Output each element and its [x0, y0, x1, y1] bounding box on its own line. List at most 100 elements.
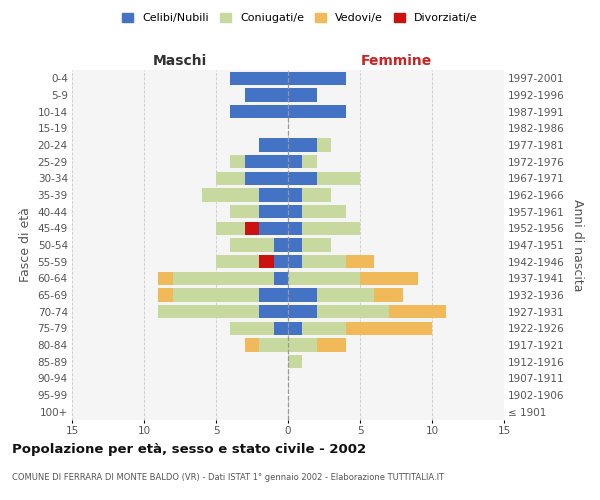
- Bar: [259, 305, 288, 318]
- Bar: [173, 288, 288, 302]
- Bar: [288, 222, 360, 235]
- Bar: [288, 322, 432, 335]
- Text: COMUNE DI FERRARA DI MONTE BALDO (VR) - Dati ISTAT 1° gennaio 2002 - Elaborazion: COMUNE DI FERRARA DI MONTE BALDO (VR) - …: [12, 472, 444, 482]
- Bar: [288, 138, 331, 151]
- Bar: [288, 72, 346, 85]
- Bar: [288, 255, 374, 268]
- Bar: [230, 72, 288, 85]
- Bar: [173, 272, 288, 285]
- Bar: [259, 288, 288, 302]
- Bar: [288, 105, 346, 118]
- Bar: [288, 322, 346, 335]
- Bar: [274, 238, 288, 252]
- Bar: [288, 305, 389, 318]
- Bar: [288, 238, 331, 252]
- Bar: [288, 222, 302, 235]
- Bar: [230, 322, 288, 335]
- Bar: [216, 222, 288, 235]
- Y-axis label: Anni di nascita: Anni di nascita: [571, 198, 584, 291]
- Bar: [245, 88, 288, 102]
- Bar: [288, 338, 317, 351]
- Bar: [230, 238, 288, 252]
- Bar: [288, 155, 317, 168]
- Bar: [245, 155, 288, 168]
- Bar: [288, 255, 346, 268]
- Bar: [230, 238, 288, 252]
- Bar: [230, 205, 288, 218]
- Bar: [230, 72, 288, 85]
- Bar: [202, 188, 288, 202]
- Bar: [288, 88, 317, 102]
- Bar: [288, 305, 446, 318]
- Bar: [259, 338, 288, 351]
- Bar: [259, 138, 288, 151]
- Bar: [288, 355, 302, 368]
- Bar: [288, 238, 331, 252]
- Bar: [274, 322, 288, 335]
- Bar: [288, 155, 302, 168]
- Bar: [158, 288, 288, 302]
- Bar: [245, 172, 288, 185]
- Bar: [288, 155, 317, 168]
- Bar: [288, 205, 346, 218]
- Bar: [288, 338, 346, 351]
- Bar: [288, 222, 360, 235]
- Bar: [158, 272, 288, 285]
- Text: Maschi: Maschi: [153, 54, 207, 68]
- Bar: [288, 288, 403, 302]
- Bar: [288, 172, 360, 185]
- Bar: [288, 105, 346, 118]
- Bar: [259, 188, 288, 202]
- Y-axis label: Fasce di età: Fasce di età: [19, 208, 32, 282]
- Bar: [259, 205, 288, 218]
- Bar: [216, 255, 288, 268]
- Bar: [288, 238, 302, 252]
- Bar: [288, 88, 317, 102]
- Bar: [288, 188, 331, 202]
- Text: Femmine: Femmine: [361, 54, 431, 68]
- Bar: [288, 205, 302, 218]
- Bar: [202, 188, 288, 202]
- Bar: [259, 255, 274, 268]
- Bar: [288, 72, 346, 85]
- Bar: [274, 255, 288, 268]
- Bar: [288, 72, 346, 85]
- Bar: [288, 172, 360, 185]
- Bar: [288, 288, 317, 302]
- Bar: [259, 138, 288, 151]
- Bar: [288, 305, 317, 318]
- Bar: [245, 88, 288, 102]
- Bar: [230, 155, 288, 168]
- Bar: [288, 105, 346, 118]
- Bar: [288, 188, 331, 202]
- Bar: [216, 172, 288, 185]
- Bar: [288, 272, 418, 285]
- Bar: [288, 272, 360, 285]
- Bar: [288, 88, 317, 102]
- Bar: [158, 305, 288, 318]
- Bar: [288, 172, 317, 185]
- Bar: [288, 255, 302, 268]
- Bar: [216, 222, 288, 235]
- Bar: [245, 222, 259, 235]
- Bar: [230, 155, 288, 168]
- Bar: [259, 222, 288, 235]
- Bar: [230, 205, 288, 218]
- Legend: Celibi/Nubili, Coniugati/e, Vedovi/e, Divorziati/e: Celibi/Nubili, Coniugati/e, Vedovi/e, Di…: [118, 8, 482, 28]
- Bar: [259, 138, 288, 151]
- Bar: [158, 305, 288, 318]
- Bar: [288, 138, 317, 151]
- Bar: [230, 105, 288, 118]
- Bar: [245, 88, 288, 102]
- Bar: [288, 288, 374, 302]
- Bar: [245, 338, 288, 351]
- Bar: [288, 322, 302, 335]
- Bar: [288, 138, 331, 151]
- Bar: [230, 105, 288, 118]
- Bar: [216, 255, 288, 268]
- Bar: [288, 188, 302, 202]
- Bar: [230, 322, 288, 335]
- Bar: [216, 172, 288, 185]
- Bar: [230, 105, 288, 118]
- Bar: [288, 205, 346, 218]
